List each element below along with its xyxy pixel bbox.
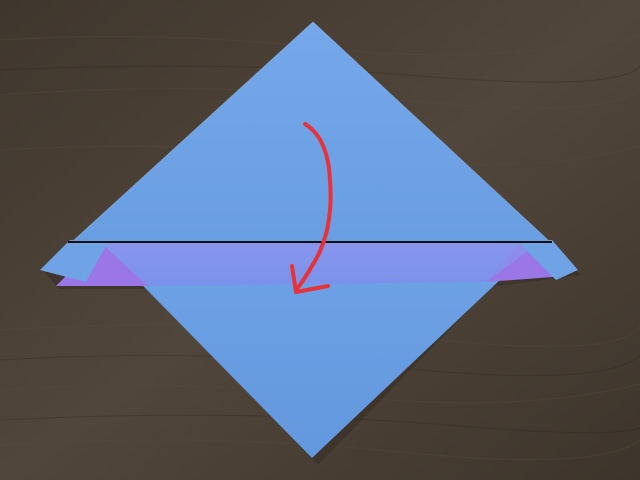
paper-lower-half xyxy=(100,242,540,458)
right-purple-flap xyxy=(486,242,566,282)
folded-flap-overlay xyxy=(100,242,540,286)
paper-upper-edge-highlight xyxy=(71,21,551,243)
left-corner-tab xyxy=(40,240,108,282)
fold-arrow xyxy=(294,122,333,292)
paper-upper-half xyxy=(72,22,550,242)
right-corner-tab xyxy=(518,240,578,280)
fold-arrow-head xyxy=(290,264,330,294)
